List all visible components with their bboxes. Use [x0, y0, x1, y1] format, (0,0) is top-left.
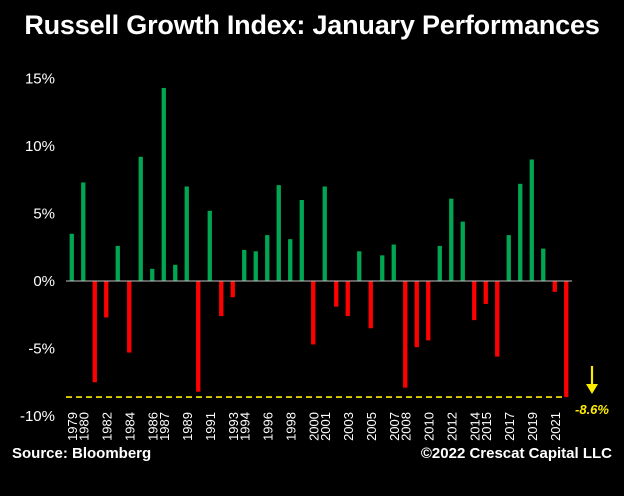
bar-1988 [173, 264, 178, 281]
x-tick-label: 2012 [444, 412, 459, 441]
bar-2008 [403, 281, 408, 388]
y-tick-label: 0% [33, 273, 55, 290]
bar-1987 [161, 87, 166, 281]
bar-2019 [529, 159, 534, 281]
x-tick-label: 2021 [548, 412, 563, 441]
bar-1989 [184, 186, 189, 281]
bar-1983 [115, 245, 120, 281]
bar-2002 [334, 281, 339, 307]
x-tick-label: 1982 [99, 412, 114, 441]
bar-1984 [127, 281, 132, 353]
bar-1993 [230, 281, 235, 298]
x-tick-label: 2001 [318, 412, 333, 441]
x-tick-label: 2017 [502, 412, 517, 441]
bar-2009 [414, 281, 419, 348]
bar-2012 [449, 198, 454, 281]
x-tick-label: 1998 [283, 412, 298, 441]
bar-1991 [207, 210, 212, 281]
bar-2018 [518, 183, 523, 281]
x-tick-label: 1984 [122, 412, 137, 441]
source-label: Source: Bloomberg [12, 445, 152, 462]
bar-2021 [552, 281, 557, 292]
x-tick-label: 2007 [387, 412, 402, 441]
bar-1995 [253, 251, 258, 281]
x-tick-label: 2019 [525, 412, 540, 441]
bar-1980 [81, 182, 86, 281]
x-tick-label: 2015 [479, 412, 494, 441]
bar-2003 [345, 281, 350, 317]
bar-2022 [564, 281, 569, 398]
bar-2005 [368, 281, 373, 329]
chart-title: Russell Growth Index: January Performanc… [24, 10, 600, 40]
x-tick-label: 1980 [76, 412, 91, 441]
bar-1982 [104, 281, 109, 318]
bar-1999 [299, 200, 304, 281]
bar-1981 [92, 281, 97, 383]
x-tick-label: 1979 [65, 412, 80, 441]
bar-2013 [460, 221, 465, 281]
down-arrow-icon [586, 384, 598, 394]
x-tick-label: 1987 [157, 412, 172, 441]
bar-1992 [219, 281, 224, 317]
bar-2001 [322, 186, 327, 281]
bar-1994 [242, 249, 247, 281]
x-tick-label: 2005 [364, 412, 379, 441]
bar-1996 [265, 235, 270, 281]
x-tick-label: 1989 [180, 412, 195, 441]
x-tick-label: 1986 [145, 412, 160, 441]
bar-2007 [391, 244, 396, 281]
x-tick-label: 2003 [341, 412, 356, 441]
y-tick-label: 10% [25, 138, 55, 155]
bar-2020 [541, 248, 546, 281]
bar-2017 [506, 235, 511, 281]
bar-2016 [495, 281, 500, 357]
reference-value-label: -8.6% [575, 402, 609, 417]
x-tick-label: 2014 [467, 412, 482, 441]
bar-2000 [311, 281, 316, 345]
x-tick-label: 1994 [237, 412, 252, 441]
x-tick-label: 1991 [203, 412, 218, 441]
x-tick-label: 2008 [398, 412, 413, 441]
y-tick-label: -10% [20, 408, 55, 425]
bar-2011 [437, 245, 442, 281]
bar-1998 [288, 239, 293, 281]
y-tick-label: 5% [33, 206, 55, 223]
x-tick-label: 2000 [306, 412, 321, 441]
bar-1990 [196, 281, 201, 392]
x-tick-label: 1993 [226, 412, 241, 441]
bar-1979 [69, 233, 74, 281]
bar-2006 [380, 255, 385, 281]
y-tick-label: -5% [28, 341, 55, 358]
bar-1985 [138, 156, 143, 281]
bar-1997 [276, 185, 281, 281]
x-tick-label: 2010 [421, 412, 436, 441]
x-tick-label: 1996 [260, 412, 275, 441]
copyright-label: ©2022 Crescat Capital LLC [420, 445, 612, 462]
bar-2004 [357, 251, 362, 281]
y-tick-label: 15% [25, 71, 55, 88]
bar-2015 [483, 281, 488, 304]
bar-2014 [472, 281, 477, 321]
bar-1986 [150, 268, 155, 281]
bar-2010 [426, 281, 431, 341]
